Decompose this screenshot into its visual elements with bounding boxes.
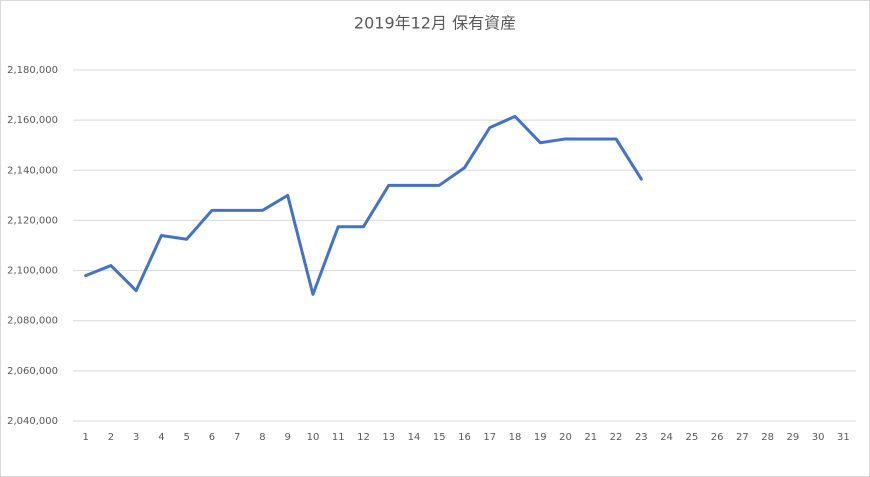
x-tick-label: 31 [837,432,850,443]
y-tick-label: 2,140,000 [7,165,58,176]
x-tick-label: 9 [285,432,291,443]
x-tick-label: 8 [259,432,265,443]
x-tick-label: 23 [635,432,648,443]
x-tick-label: 20 [559,432,572,443]
x-tick-label: 5 [183,432,189,443]
x-tick-label: 4 [158,432,164,443]
y-tick-label: 2,100,000 [7,266,58,277]
x-tick-label: 6 [209,432,215,443]
x-tick-label: 3 [133,432,139,443]
x-tick-label: 21 [584,432,597,443]
y-tick-label: 2,080,000 [7,316,58,327]
data-line [84,114,643,296]
y-tick-label: 2,160,000 [7,115,58,126]
x-tick-label: 24 [660,432,673,443]
chart-title: 2019年12月 保有資産 [354,14,516,33]
x-tick-label: 1 [82,432,88,443]
x-tick-label: 12 [357,432,370,443]
y-tick-label: 2,120,000 [7,215,58,226]
x-tick-label: 7 [234,432,240,443]
x-tick-label: 28 [761,432,774,443]
x-tick-label: 25 [685,432,698,443]
x-tick-label: 11 [332,432,345,443]
x-tick-label: 30 [812,432,825,443]
x-tick-label: 16 [458,432,471,443]
x-tick-label: 18 [509,432,522,443]
x-tick-label: 26 [711,432,724,443]
x-tick-label: 2 [108,432,114,443]
y-tick-label: 2,180,000 [7,65,58,76]
x-tick-label: 27 [736,432,749,443]
x-tick-label: 17 [483,432,496,443]
x-tick-label: 29 [786,432,799,443]
x-tick-label: 15 [433,432,446,443]
y-tick-label: 2,040,000 [7,416,58,427]
y-tick-label: 2,060,000 [7,366,58,377]
x-tick-label: 22 [610,432,623,443]
x-tick-label: 10 [307,432,320,443]
x-tick-label: 13 [382,432,395,443]
x-tick-label: 19 [534,432,547,443]
x-tick-label: 14 [408,432,421,443]
